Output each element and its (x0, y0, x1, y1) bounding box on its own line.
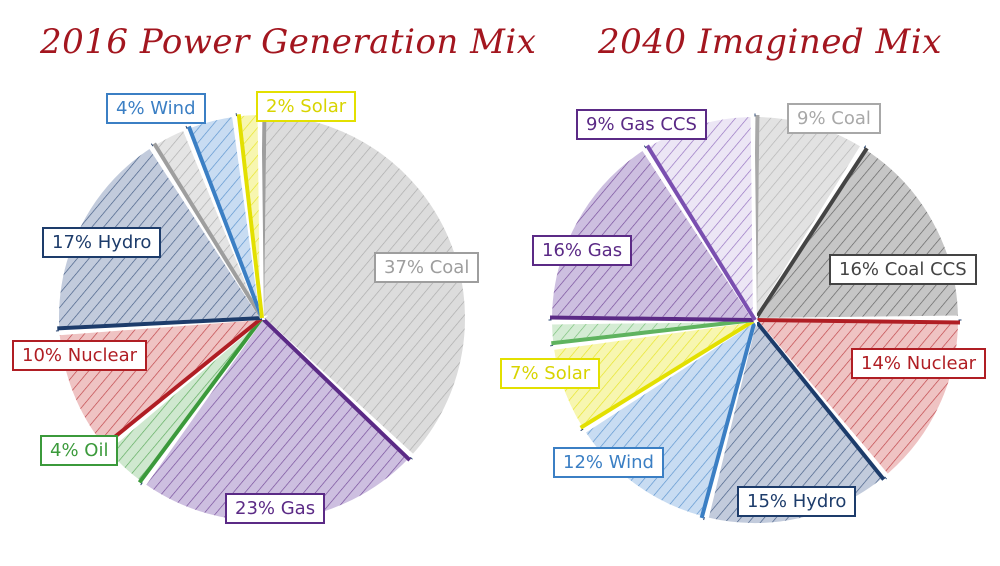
label-2040-coal: 9% Coal (787, 103, 881, 134)
slice-edge (645, 144, 757, 322)
chart-title-2016: 2016 Power Generation Mix (40, 22, 537, 62)
slice-edge (753, 147, 869, 322)
label-2016-wind: 4% Wind (106, 93, 206, 124)
slice-edge (579, 318, 757, 430)
pie-slice-2040-solar (549, 318, 757, 431)
label-2040-gas-ccs: 9% Gas CCS (576, 109, 707, 140)
label-2016-coal: 37% Coal (374, 252, 480, 283)
slice-edge (260, 316, 412, 462)
label-2016-solar: 2% Solar (256, 91, 357, 122)
slice-edge (152, 142, 264, 320)
pie-slice-2016-coal (259, 110, 469, 460)
pie-slice-2040-gas (547, 145, 759, 323)
slice-edge (754, 318, 961, 325)
label-2016-hydro: 17% Hydro (42, 227, 162, 258)
slice-edge (236, 114, 264, 319)
slice-edge (699, 319, 757, 519)
slice-edge (549, 315, 756, 322)
label-2040-solar: 7% Solar (500, 358, 601, 389)
label-2040-wind: 12% Wind (553, 447, 664, 478)
slice-edge (57, 316, 263, 331)
slice-edge (753, 318, 886, 481)
label-2040-hydro: 15% Hydro (737, 486, 857, 517)
pie-slice-2040-hydro (703, 315, 887, 527)
pie-slice-2016-other (151, 125, 264, 320)
label-2040-nuclear: 14% Nuclear (851, 348, 987, 379)
slice-edge (551, 318, 756, 346)
slice-edge (101, 316, 264, 449)
label-2016-nuclear: 10% Nuclear (12, 340, 148, 371)
slice-edge (186, 125, 264, 319)
chart-title-2040: 2040 Imagined Mix (598, 22, 942, 62)
label-2040-gas: 16% Gas (532, 235, 633, 266)
slice-edge (137, 316, 264, 484)
label-2016-gas: 23% Gas (225, 493, 326, 524)
label-2040-coal-ccs: 16% Coal CCS (829, 254, 977, 285)
label-2016-oil: 4% Oil (40, 435, 119, 466)
